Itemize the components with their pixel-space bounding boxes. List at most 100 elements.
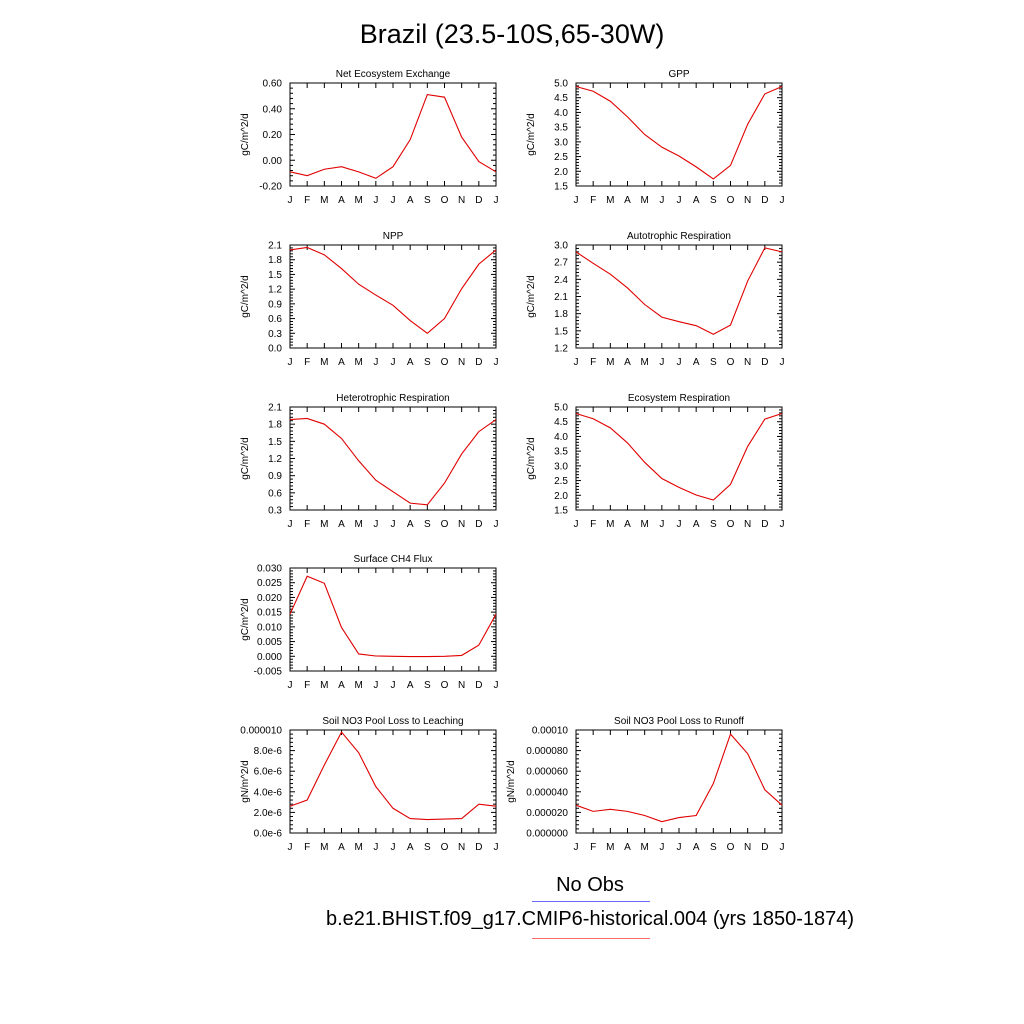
y-axis-label: gC/m^2/d bbox=[240, 437, 251, 480]
y-tick-label: 0.0 bbox=[268, 344, 282, 355]
x-tick-label: S bbox=[424, 842, 431, 853]
y-tick-label: 0.000060 bbox=[526, 767, 568, 778]
x-tick-label: A bbox=[693, 195, 700, 206]
chart-title: Soil NO3 Pool Loss to Leaching bbox=[322, 716, 463, 727]
y-tick-label: 2.1 bbox=[268, 403, 282, 414]
y-tick-label: 3.0 bbox=[554, 241, 568, 252]
y-tick-label: 1.8 bbox=[268, 255, 282, 266]
y-tick-label: 4.5 bbox=[554, 417, 568, 428]
x-tick-label: A bbox=[624, 519, 631, 530]
x-tick-label: J bbox=[677, 519, 682, 530]
x-tick-label: D bbox=[475, 519, 482, 530]
x-tick-label: M bbox=[354, 680, 362, 691]
x-tick-label: F bbox=[304, 519, 310, 530]
x-tick-label: M bbox=[320, 842, 328, 853]
x-tick-label: J bbox=[288, 195, 293, 206]
x-tick-label: J bbox=[494, 842, 499, 853]
x-tick-label: J bbox=[659, 842, 664, 853]
y-tick-label: 1.2 bbox=[268, 454, 282, 465]
plot-frame bbox=[289, 567, 497, 672]
x-tick-label: A bbox=[693, 357, 700, 368]
plot-frame bbox=[575, 82, 783, 187]
series-line bbox=[289, 731, 497, 821]
x-tick-label: S bbox=[710, 195, 717, 206]
chart-title: Surface CH4 Flux bbox=[354, 554, 433, 565]
y-axis-label: gC/m^2/d bbox=[526, 275, 537, 318]
y-tick-label: 6.0e-6 bbox=[254, 767, 283, 778]
x-tick-label: J bbox=[373, 357, 378, 368]
x-tick-label: J bbox=[574, 519, 579, 530]
x-tick-label: O bbox=[441, 519, 449, 530]
chart-title: Heterotrophic Respiration bbox=[336, 393, 449, 404]
x-tick-label: N bbox=[744, 357, 751, 368]
x-tick-label: A bbox=[407, 357, 414, 368]
x-tick-label: A bbox=[407, 842, 414, 853]
x-tick-label: F bbox=[304, 842, 310, 853]
y-tick-label: 0.000 bbox=[257, 652, 282, 663]
y-axis-label: gN/m^2/d bbox=[240, 760, 251, 803]
x-tick-label: J bbox=[288, 842, 293, 853]
x-tick-label: M bbox=[320, 195, 328, 206]
x-tick-label: N bbox=[458, 680, 465, 691]
x-tick-label: N bbox=[458, 357, 465, 368]
plot-frame bbox=[575, 406, 783, 511]
x-tick-label: J bbox=[288, 357, 293, 368]
x-tick-label: J bbox=[677, 357, 682, 368]
x-tick-label: N bbox=[458, 195, 465, 206]
y-tick-label: 1.8 bbox=[554, 309, 568, 320]
y-tick-label: 0.0e-6 bbox=[254, 829, 283, 840]
x-tick-label: F bbox=[304, 195, 310, 206]
x-tick-label: A bbox=[624, 842, 631, 853]
x-tick-label: N bbox=[744, 195, 751, 206]
y-tick-label: 1.5 bbox=[554, 182, 568, 193]
x-tick-label: O bbox=[727, 357, 735, 368]
x-tick-label: M bbox=[354, 195, 362, 206]
series-line bbox=[289, 575, 497, 658]
y-tick-label: 0.025 bbox=[257, 578, 282, 589]
y-tick-label: 0.6 bbox=[268, 488, 282, 499]
x-tick-label: A bbox=[338, 519, 345, 530]
plot-frame bbox=[289, 729, 497, 834]
x-tick-label: J bbox=[373, 842, 378, 853]
x-tick-label: O bbox=[441, 195, 449, 206]
x-tick-label: A bbox=[338, 195, 345, 206]
x-tick-label: M bbox=[606, 195, 614, 206]
y-tick-label: 0.9 bbox=[268, 299, 282, 310]
series-line bbox=[575, 85, 783, 180]
x-tick-label: M bbox=[320, 357, 328, 368]
x-tick-label: J bbox=[677, 842, 682, 853]
y-tick-label: 2.5 bbox=[554, 152, 568, 163]
legend-model-line bbox=[532, 938, 650, 939]
y-tick-label: 4.0e-6 bbox=[254, 787, 283, 798]
y-tick-label: 1.8 bbox=[268, 420, 282, 431]
plot-frame bbox=[289, 244, 497, 349]
y-tick-label: 0.3 bbox=[268, 329, 282, 340]
y-tick-label: -0.005 bbox=[254, 667, 283, 678]
x-tick-label: J bbox=[494, 357, 499, 368]
x-tick-label: J bbox=[780, 842, 785, 853]
x-tick-label: J bbox=[659, 195, 664, 206]
series-line bbox=[289, 93, 497, 179]
x-tick-label: S bbox=[424, 680, 431, 691]
x-tick-label: J bbox=[288, 680, 293, 691]
x-tick-label: N bbox=[458, 842, 465, 853]
x-tick-label: F bbox=[590, 357, 596, 368]
y-tick-label: 5.0 bbox=[554, 79, 568, 90]
x-tick-label: A bbox=[693, 519, 700, 530]
y-axis-label: gC/m^2/d bbox=[526, 113, 537, 156]
x-tick-label: A bbox=[407, 680, 414, 691]
y-tick-label: 1.5 bbox=[554, 326, 568, 337]
y-tick-label: -0.20 bbox=[259, 182, 282, 193]
x-tick-label: J bbox=[574, 357, 579, 368]
x-tick-label: J bbox=[574, 195, 579, 206]
chart-title: Soil NO3 Pool Loss to Runoff bbox=[614, 716, 744, 727]
y-tick-label: 0.6 bbox=[268, 314, 282, 325]
x-tick-label: A bbox=[338, 680, 345, 691]
x-tick-label: J bbox=[659, 519, 664, 530]
y-tick-label: 1.5 bbox=[268, 270, 282, 281]
x-tick-label: D bbox=[475, 357, 482, 368]
x-tick-label: O bbox=[727, 195, 735, 206]
y-tick-label: 0.20 bbox=[263, 130, 283, 141]
x-tick-label: J bbox=[391, 357, 396, 368]
y-tick-label: 1.5 bbox=[268, 437, 282, 448]
